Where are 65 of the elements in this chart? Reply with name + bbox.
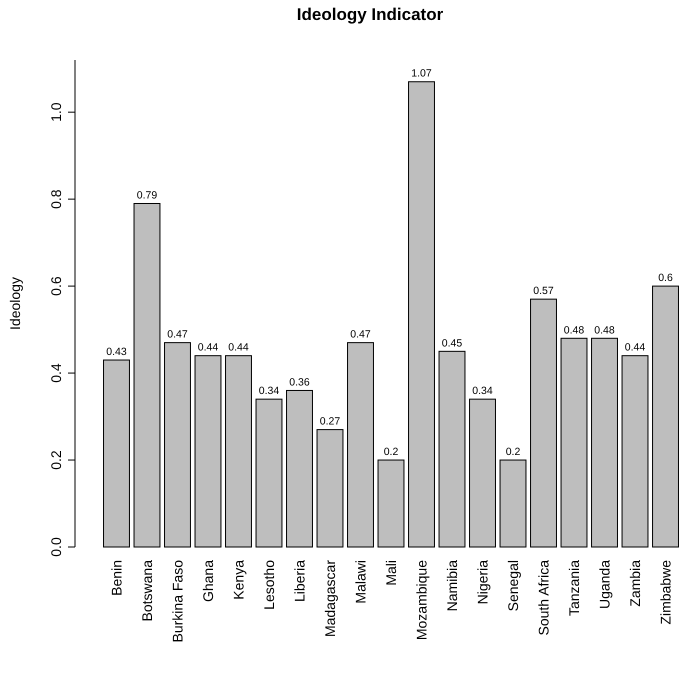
bar xyxy=(560,338,588,548)
data-label: 0.47 xyxy=(350,328,371,341)
x-tick-label: Malawi xyxy=(352,560,368,604)
bar xyxy=(408,81,435,548)
bar xyxy=(378,460,404,548)
data-label: 0.2 xyxy=(506,446,520,458)
data-label: 0.34 xyxy=(472,385,493,398)
x-tick-label: Burkina Faso xyxy=(169,560,186,642)
data-label: 0.44 xyxy=(228,342,249,354)
bar xyxy=(194,355,222,548)
y-tick-label: 0.8 xyxy=(48,189,64,209)
data-label: 0.45 xyxy=(442,337,462,350)
data-label: 0.6 xyxy=(658,272,673,284)
x-tick-label: Benin xyxy=(108,560,124,596)
bar xyxy=(164,342,191,548)
x-tick-label: Namibia xyxy=(444,560,460,612)
data-label: 0.43 xyxy=(106,346,127,358)
bar xyxy=(225,355,252,548)
bar xyxy=(134,202,160,548)
data-label: 0.2 xyxy=(384,446,398,458)
bar xyxy=(286,390,313,548)
bar xyxy=(591,338,618,548)
x-tick-label: Mozambique xyxy=(414,560,430,640)
bar xyxy=(652,286,679,548)
x-tick-label: Lesotho xyxy=(260,560,277,610)
x-tick-label: Uganda xyxy=(596,560,613,610)
data-label: 0.27 xyxy=(320,416,340,428)
x-tick-label: Kenya xyxy=(230,560,246,600)
data-label: 0.36 xyxy=(289,376,310,388)
chart-title: Ideology Indicator xyxy=(296,5,444,24)
x-tick-label: Zimbabwe xyxy=(658,560,674,625)
y-tick-label: 0.6 xyxy=(48,276,64,296)
data-label: 0.47 xyxy=(167,328,188,341)
x-tick-label: Madagascar xyxy=(322,560,338,638)
bar xyxy=(500,460,526,548)
bar xyxy=(438,350,466,548)
x-tick-label: Senegal xyxy=(505,560,522,612)
bar xyxy=(316,429,344,548)
x-tick-label: Tanzania xyxy=(566,560,582,616)
x-tick-label: Nigeria xyxy=(474,560,491,604)
x-tick-label: Zambia xyxy=(627,560,644,607)
data-label: 1.07 xyxy=(411,68,432,80)
data-label: 0.34 xyxy=(258,385,280,398)
data-label: 0.48 xyxy=(594,324,615,336)
bar xyxy=(256,398,282,548)
x-tick-label: Ghana xyxy=(200,560,216,602)
bar xyxy=(530,298,557,548)
y-tick-label: 0.0 xyxy=(48,537,64,557)
x-tick-label: Liberia xyxy=(291,560,308,602)
bar xyxy=(347,342,374,548)
x-tick-label: Botswana xyxy=(138,560,155,622)
data-label: 0.57 xyxy=(533,285,554,298)
data-label: 0.44 xyxy=(198,342,218,354)
y-tick-label: 0.4 xyxy=(48,363,64,383)
x-tick-label: South Africa xyxy=(536,560,552,636)
bar xyxy=(103,360,130,548)
y-tick-label: 1.0 xyxy=(48,102,64,122)
x-tick-label: Mali xyxy=(383,560,399,586)
data-label: 0.48 xyxy=(564,324,584,336)
y-axis-title: Ideology xyxy=(7,277,23,330)
data-label: 0.44 xyxy=(624,342,646,354)
bar xyxy=(469,398,496,548)
bar xyxy=(622,355,648,548)
data-label: 0.79 xyxy=(136,189,158,202)
y-tick-label: 0.2 xyxy=(48,450,64,470)
